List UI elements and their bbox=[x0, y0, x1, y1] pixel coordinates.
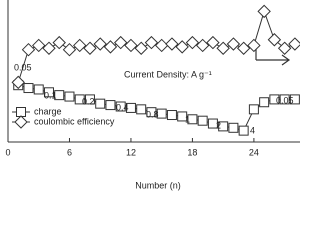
square-marker bbox=[187, 114, 198, 125]
square-marker bbox=[64, 91, 75, 102]
square-marker bbox=[74, 94, 85, 105]
diamond-marker bbox=[257, 4, 271, 19]
legend-marker bbox=[14, 115, 28, 129]
diamond-marker bbox=[288, 37, 300, 51]
diamond-marker bbox=[11, 75, 25, 90]
square-marker bbox=[146, 107, 157, 118]
square-marker bbox=[54, 90, 65, 101]
square-marker bbox=[248, 104, 259, 115]
rate-label: 0.2 bbox=[82, 96, 95, 106]
diamond-marker bbox=[247, 38, 261, 53]
square-marker bbox=[33, 84, 44, 95]
legend-label: charge bbox=[34, 106, 62, 116]
diamond-marker bbox=[144, 35, 159, 50]
square-marker bbox=[228, 122, 239, 133]
square-marker bbox=[218, 121, 229, 132]
legend-marker bbox=[16, 107, 26, 117]
square-marker bbox=[156, 108, 167, 119]
square-marker bbox=[95, 98, 106, 109]
x-tick-label: 12 bbox=[126, 147, 136, 157]
square-marker bbox=[23, 83, 34, 94]
square-marker bbox=[166, 110, 177, 121]
diamond-marker bbox=[103, 40, 118, 54]
diamond-marker bbox=[62, 42, 77, 57]
rate-label: 0.05 bbox=[14, 62, 32, 72]
diamond-marker bbox=[206, 35, 220, 50]
x-tick-label: 18 bbox=[187, 147, 197, 157]
rate-label: 0.1 bbox=[44, 90, 57, 100]
square-marker bbox=[259, 97, 270, 108]
page: {"chart_data": {"type": "line", "x_label… bbox=[5, 0, 300, 191]
diamond-marker bbox=[154, 38, 169, 53]
rate-label: 0.8 bbox=[146, 109, 159, 119]
square-marker bbox=[136, 104, 147, 115]
diamond-marker bbox=[277, 41, 292, 55]
square-marker bbox=[43, 87, 54, 98]
square-marker bbox=[238, 125, 249, 136]
diamond-marker bbox=[93, 37, 107, 51]
diamond-marker bbox=[226, 37, 241, 51]
square-marker bbox=[289, 94, 300, 105]
square-marker bbox=[84, 94, 95, 105]
x-axis-label: Number (n) bbox=[135, 180, 181, 190]
square-marker bbox=[279, 94, 290, 105]
square-marker bbox=[105, 100, 116, 111]
square-marker bbox=[125, 102, 136, 113]
rate-label: 0.4 bbox=[116, 102, 129, 112]
square-marker bbox=[207, 118, 218, 129]
diamond-marker bbox=[42, 41, 56, 55]
diamond-marker bbox=[267, 33, 282, 47]
square-marker bbox=[177, 111, 188, 122]
square-marker bbox=[197, 115, 208, 126]
x-tick-label: 0 bbox=[5, 147, 10, 157]
rate-label: 1 bbox=[185, 114, 190, 124]
diamond-marker bbox=[32, 38, 46, 53]
diamond-marker bbox=[124, 38, 138, 53]
diamond-marker bbox=[113, 35, 128, 50]
diamond-marker bbox=[165, 37, 179, 51]
series-line bbox=[18, 84, 295, 132]
diamond-marker bbox=[236, 41, 251, 55]
diamond-marker bbox=[185, 35, 200, 50]
diamond-marker bbox=[216, 41, 230, 55]
square-marker bbox=[115, 101, 126, 112]
square-marker bbox=[269, 94, 280, 105]
diamond-marker bbox=[73, 38, 87, 53]
diamond-marker bbox=[21, 42, 36, 57]
annotation-title: Current Density: A g⁻¹ bbox=[124, 69, 212, 79]
rate-label: 4 bbox=[250, 125, 255, 135]
rate-label: 2 bbox=[216, 120, 221, 130]
diamond-marker bbox=[134, 41, 148, 55]
diamond-marker bbox=[83, 41, 97, 55]
rate-label: 0.05 bbox=[276, 95, 294, 105]
diamond-marker bbox=[175, 40, 189, 54]
x-tick-label: 24 bbox=[249, 147, 259, 157]
diamond-marker bbox=[195, 38, 210, 53]
x-tick-label: 6 bbox=[67, 147, 72, 157]
diamond-marker bbox=[52, 35, 66, 50]
legend-label: coulombic efficiency bbox=[34, 116, 115, 126]
